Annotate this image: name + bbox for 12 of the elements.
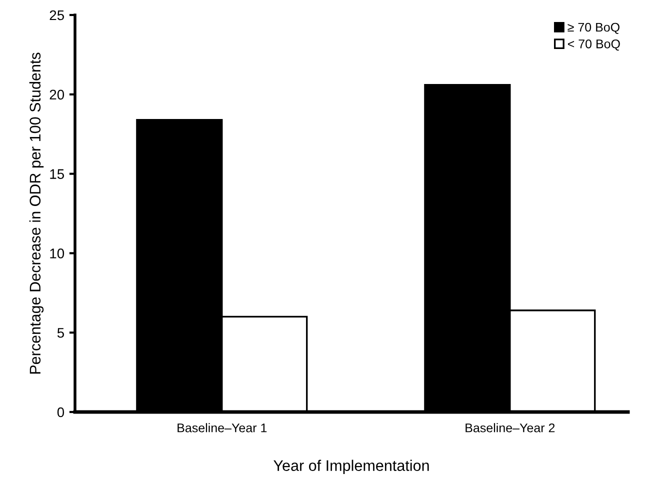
x-tick-label: Baseline–Year 2 (466, 423, 555, 432)
y-tick-label: 10 (50, 248, 64, 258)
x-tick-label: Baseline–Year 1 (178, 423, 267, 432)
y-tick-label: 5 (57, 328, 64, 338)
y-tick-label: 25 (50, 10, 64, 20)
legend-label: < 70 BoQ (568, 39, 620, 51)
x-axis-title: Year of Implementation (274, 460, 429, 474)
y-tick-label: 0 (57, 407, 64, 418)
y-tick-label: 15 (50, 169, 64, 179)
y-tick-label: 20 (50, 90, 64, 100)
y-axis-title: Percentage Decrease in ODR per 100 Students (29, 52, 44, 374)
legend-label: ≥ 70 BoQ (568, 22, 620, 34)
